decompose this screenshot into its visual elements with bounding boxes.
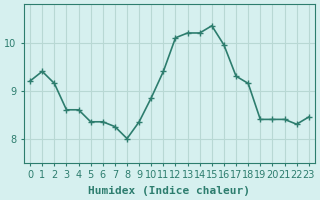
X-axis label: Humidex (Indice chaleur): Humidex (Indice chaleur): [88, 186, 251, 196]
